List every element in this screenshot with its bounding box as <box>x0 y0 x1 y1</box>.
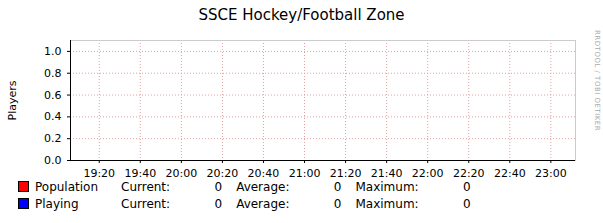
svg-text:22:20: 22:20 <box>453 167 485 178</box>
svg-text:1.0: 1.0 <box>44 45 62 58</box>
svg-text:0.0: 0.0 <box>44 154 62 167</box>
html-text:0: 0 <box>333 179 342 194</box>
svg-text:Players: Players <box>6 80 19 120</box>
html-text:Current:: Current: <box>121 179 171 194</box>
html-text:0: 0 <box>333 196 342 211</box>
html-text:Maximum:: Maximum: <box>355 196 419 211</box>
html-text:Playing: Playing <box>35 196 79 211</box>
svg-text:19:40: 19:40 <box>124 167 156 178</box>
html-text:Average:: Average: <box>236 179 290 194</box>
html-text:0: 0 <box>463 179 471 194</box>
svg-text:21:20: 21:20 <box>330 167 362 178</box>
svg-text:0.4: 0.4 <box>44 110 62 123</box>
svg-text:20:00: 20:00 <box>166 167 198 178</box>
svg-text:22:40: 22:40 <box>494 167 526 178</box>
html-text:Maximum:: Maximum: <box>355 179 419 194</box>
svg-text:22:00: 22:00 <box>412 167 444 178</box>
svg-text:23:00: 23:00 <box>535 167 567 178</box>
html-text:Population: Population <box>35 179 98 194</box>
svg-text:19:20: 19:20 <box>83 167 115 178</box>
svg-text:0.6: 0.6 <box>44 89 62 102</box>
html-text:0: 0 <box>214 179 223 194</box>
html-text:Current:: Current: <box>121 196 171 211</box>
html-text:0: 0 <box>214 196 223 211</box>
html-text:Average:: Average: <box>236 196 290 211</box>
svg-text:0.2: 0.2 <box>44 132 62 145</box>
html-text:0: 0 <box>463 196 471 211</box>
svg-text:21:40: 21:40 <box>371 167 403 178</box>
svg-text:21:00: 21:00 <box>289 167 321 178</box>
svg-text:0.8: 0.8 <box>44 67 62 80</box>
svg-text:20:40: 20:40 <box>248 167 280 178</box>
svg-text:20:20: 20:20 <box>207 167 239 178</box>
html-text:RRDTOOL / TOBI OETIKER: RRDTOOL / TOBI OETIKER <box>593 30 601 132</box>
html-text:SSCE Hockey/Football Zone: SSCE Hockey/Football Zone <box>198 6 405 24</box>
